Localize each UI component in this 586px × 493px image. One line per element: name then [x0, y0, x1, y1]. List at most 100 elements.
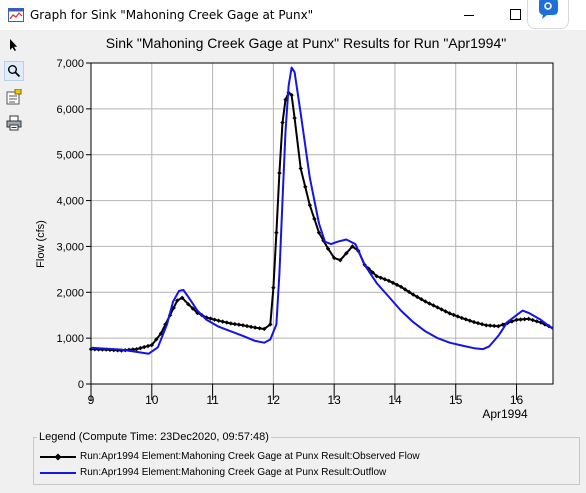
observed-flow-point — [280, 120, 285, 125]
y-tick-label: 3,000 — [56, 241, 84, 253]
observed-flow-point — [248, 324, 254, 330]
x-tick-label: 11 — [206, 393, 219, 407]
observed-flow-point — [475, 320, 481, 326]
observed-flow-point — [386, 278, 392, 284]
print-icon — [6, 115, 22, 131]
observed-flow-line — [90, 91, 554, 352]
observed-flow-point — [186, 302, 191, 307]
x-tick-label: 15 — [449, 393, 463, 407]
zoom-icon — [8, 65, 21, 78]
pointer-tool[interactable] — [4, 36, 24, 56]
observed-flow-point — [398, 284, 404, 289]
observed-flow-point — [257, 326, 262, 331]
chat-bubble-icon — [539, 0, 558, 19]
observed-flow-point — [415, 294, 420, 300]
observed-flow-point — [216, 318, 221, 323]
observed-flow-point — [530, 317, 535, 323]
observed-flow-point — [427, 301, 432, 306]
observed-flow-point — [487, 323, 493, 328]
observed-flow-point — [479, 322, 485, 327]
y-tick-label: 2,000 — [56, 287, 84, 299]
observed-flow-point — [439, 307, 444, 312]
x-tick-label: 10 — [145, 393, 159, 407]
observed-flow-point — [402, 287, 408, 292]
observed-flow-point — [467, 318, 473, 323]
observed-flow-point — [179, 295, 185, 300]
observed-flow-point — [382, 277, 388, 282]
observed-flow-point — [307, 202, 313, 208]
observed-flow-point — [496, 324, 501, 329]
observed-flow-point — [483, 323, 489, 328]
graph-toolbar — [0, 30, 30, 493]
observed-flow-point — [303, 184, 308, 190]
legend-swatch-outflow — [40, 472, 76, 474]
y-tick-label: 5,000 — [56, 150, 84, 162]
flow-chart: Sink "Mahoning Creek Gage at Punx" Resul… — [35, 35, 554, 421]
graph-app-icon — [8, 8, 24, 22]
observed-flow-point — [274, 230, 279, 235]
observed-flow-point — [350, 244, 355, 249]
legend-title: Legend (Compute Time: 23Dec2020, 09:57:4… — [37, 431, 271, 443]
print-tool[interactable] — [4, 113, 24, 133]
y-tick-label: 6,000 — [56, 104, 84, 116]
observed-flow-point — [228, 321, 234, 326]
observed-flow-point — [208, 316, 213, 321]
observed-flow-point — [374, 274, 379, 279]
legend-frame — [33, 437, 580, 485]
properties-icon — [6, 89, 22, 105]
observed-flow-point — [145, 343, 151, 349]
legend-label-outflow: Run:Apr1994 Element:Mahoning Creek Gage … — [80, 467, 387, 478]
x-tick-label: 14 — [388, 393, 402, 407]
observed-flow-point — [138, 345, 143, 351]
minimize-button[interactable] — [454, 0, 484, 30]
observed-flow-point — [212, 317, 217, 322]
assistant-widget[interactable] — [527, 0, 569, 29]
x-tick-label: 12 — [267, 393, 281, 407]
y-axis-label: Flow (cfs) — [35, 220, 47, 268]
observed-flow-point — [447, 311, 452, 316]
maximize-button[interactable] — [500, 0, 530, 30]
legend-label-observed: Run:Apr1994 Element:Mahoning Creek Gage … — [80, 451, 420, 462]
observed-flow-point — [220, 319, 225, 324]
legend-swatch-observed — [40, 453, 76, 461]
chart-panel: Sink "Mahoning Creek Gage at Punx" Resul… — [30, 30, 586, 428]
y-tick-label: 1,000 — [56, 333, 84, 345]
y-tick-label: 0 — [78, 379, 84, 391]
title-bar: Graph for Sink "Mahoning Creek Gage at P… — [0, 0, 586, 30]
observed-flow-point — [443, 309, 448, 314]
observed-flow-point — [224, 320, 229, 325]
observed-flow-point — [463, 317, 469, 322]
outflow-line — [90, 66, 554, 355]
observed-flow-point — [435, 305, 440, 310]
x-tick-label: 9 — [88, 393, 95, 407]
x-tick-label: 13 — [327, 393, 341, 407]
observed-flow-point — [451, 312, 456, 318]
observed-flow-point — [154, 337, 159, 342]
observed-flow-point — [526, 316, 531, 322]
zoom-tool[interactable] — [4, 61, 24, 81]
observed-flow-point — [390, 280, 396, 286]
chart-title: Sink "Mahoning Creek Gage at Punx" Resul… — [106, 35, 506, 51]
plot-frame — [90, 62, 554, 385]
observed-flow-point — [378, 275, 383, 280]
observed-flow-point — [344, 251, 349, 256]
observed-flow-point — [141, 344, 147, 350]
properties-tool[interactable] — [4, 87, 24, 107]
observed-flow-point — [471, 319, 477, 325]
observed-flow-point — [492, 323, 497, 329]
window-title: Graph for Sink "Mahoning Creek Gage at P… — [30, 8, 314, 22]
x-axis-label: Apr1994 — [482, 407, 528, 421]
observed-flow-point — [262, 326, 267, 332]
observed-flow-point — [236, 322, 242, 327]
observed-flow-point — [175, 298, 180, 303]
observed-flow-point — [204, 315, 209, 320]
observed-flow-point — [325, 246, 331, 251]
observed-flow-point — [522, 316, 527, 322]
observed-flow-point — [406, 289, 412, 295]
observed-flow-point — [431, 303, 436, 308]
observed-flow-point — [338, 257, 343, 263]
observed-flow-point — [190, 306, 196, 311]
observed-flow-point — [312, 216, 317, 222]
observed-flow-point — [455, 314, 460, 319]
observed-flow-point — [331, 255, 337, 261]
